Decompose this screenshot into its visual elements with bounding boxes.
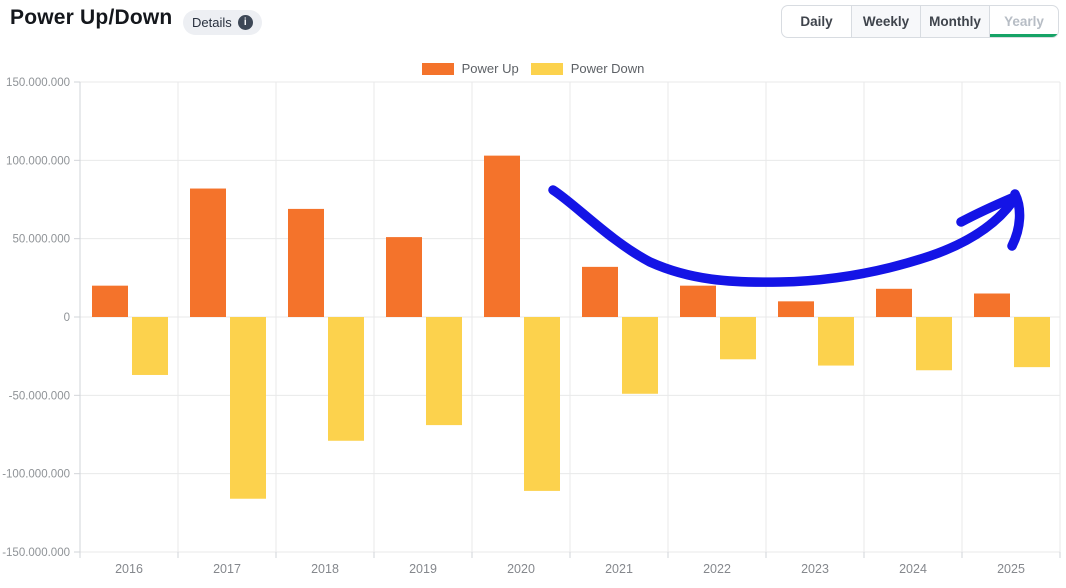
x-axis-label: 2024	[899, 562, 927, 576]
bar-power-down-2018	[328, 317, 364, 441]
x-axis-label: 2018	[311, 562, 339, 576]
y-axis-label: -100.000.000	[2, 469, 70, 481]
bar-power-down-2024	[916, 317, 952, 371]
x-axis-label: 2025	[997, 562, 1025, 576]
x-axis-label: 2017	[213, 562, 241, 576]
details-button-label: Details	[192, 15, 232, 30]
bar-power-down-2019	[426, 317, 462, 426]
y-axis-label: -150.000.000	[2, 547, 70, 559]
y-axis-label: 100.000.000	[6, 155, 70, 167]
y-axis-label: 50.000.000	[12, 234, 70, 246]
bar-power-down-2025	[1014, 317, 1050, 368]
legend-item-power-up[interactable]: Power Up	[421, 61, 519, 76]
page-title: Power Up/Down	[10, 6, 173, 29]
chart-legend: Power Up Power Down	[0, 61, 1066, 76]
tab-weekly[interactable]: Weekly	[851, 6, 920, 37]
x-axis-label: 2016	[115, 562, 143, 576]
bar-power-down-2023	[818, 317, 854, 366]
bar-power-up-2019	[386, 237, 422, 317]
bar-power-up-2016	[92, 285, 128, 317]
y-axis-label: 0	[64, 312, 70, 324]
bar-power-down-2020	[524, 317, 560, 491]
hand-drawn-arrow-annotation	[956, 193, 1017, 227]
bar-power-down-2017	[230, 317, 266, 499]
bar-power-up-2023	[778, 301, 814, 317]
x-axis-label: 2019	[409, 562, 437, 576]
x-axis-label: 2023	[801, 562, 829, 576]
legend-swatch-power-down	[530, 62, 563, 75]
bar-power-up-2021	[582, 266, 618, 317]
bar-power-up-2022	[680, 285, 716, 317]
legend-swatch-power-up	[421, 62, 454, 75]
bar-power-down-2021	[622, 317, 658, 394]
bar-power-down-2022	[720, 317, 756, 360]
info-icon: i	[237, 15, 253, 30]
hand-drawn-arrow-annotation	[1007, 189, 1025, 251]
bar-power-up-2018	[288, 208, 324, 317]
details-button[interactable]: Details i	[183, 10, 262, 35]
x-axis-label: 2021	[605, 562, 633, 576]
bar-power-up-2025	[974, 293, 1010, 317]
bar-power-down-2016	[132, 317, 168, 375]
y-axis-label: -50.000.000	[9, 390, 70, 402]
tab-daily[interactable]: Daily	[800, 14, 833, 29]
y-axis-label: 150.000.000	[6, 77, 70, 89]
x-axis-label: 2022	[703, 562, 731, 576]
legend-item-power-down[interactable]: Power Down	[530, 61, 645, 76]
legend-label-power-down: Power Down	[570, 61, 645, 76]
legend-label-power-up: Power Up	[461, 61, 519, 76]
period-tabs: Daily Weekly Monthly Yearly	[781, 5, 1059, 38]
tab-monthly[interactable]: Monthly	[920, 6, 989, 37]
bar-power-up-2024	[876, 288, 912, 317]
bar-power-up-2020	[484, 155, 520, 317]
x-axis-label: 2020	[507, 562, 535, 576]
bar-power-up-2017	[190, 188, 226, 317]
hand-drawn-arrow-annotation	[548, 185, 1018, 287]
tab-yearly[interactable]: Yearly	[989, 6, 1058, 37]
